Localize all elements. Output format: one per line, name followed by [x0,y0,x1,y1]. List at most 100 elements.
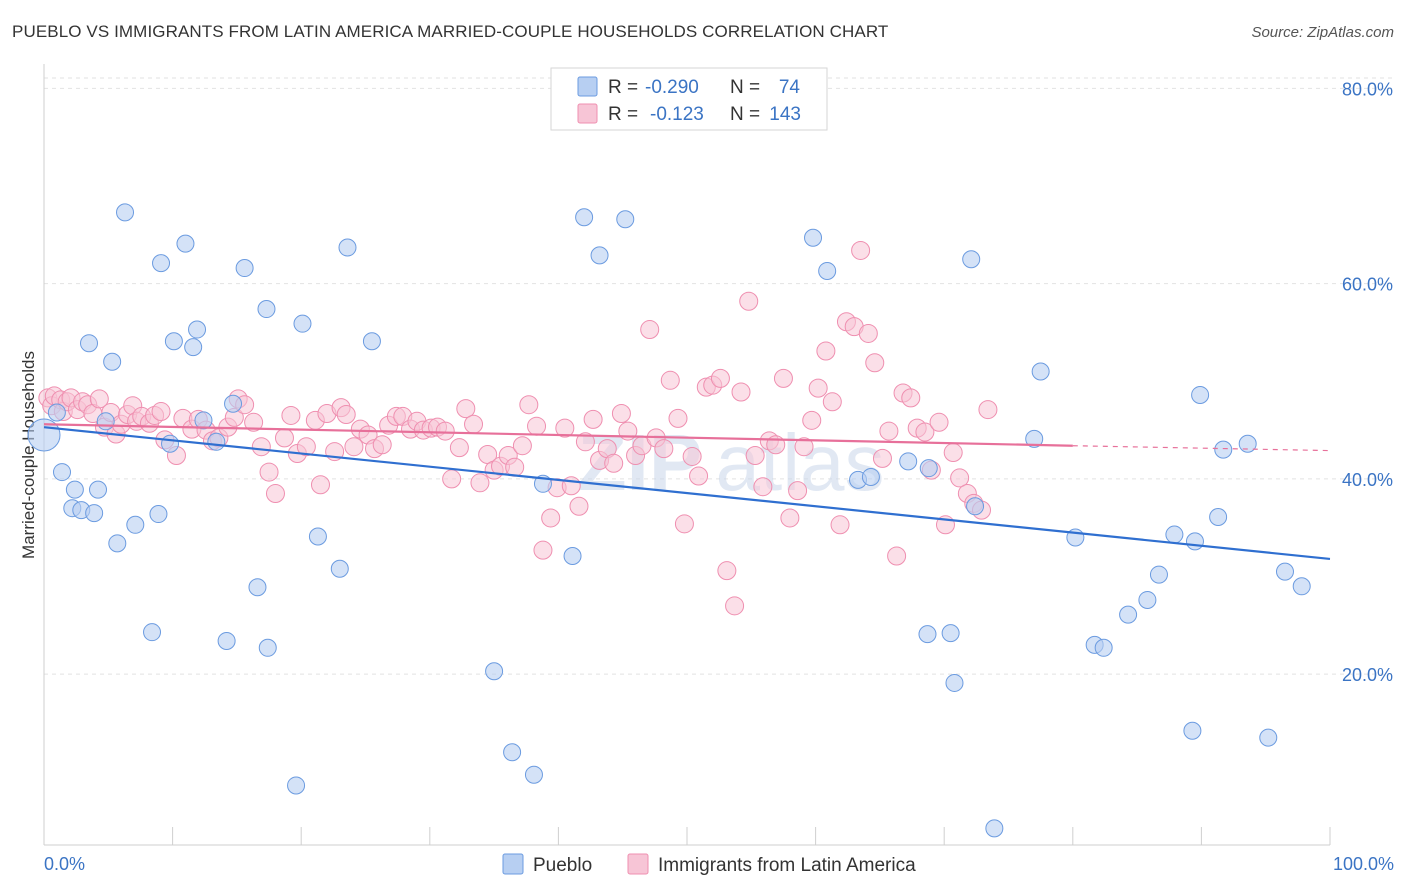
latin-point-40 [281,405,301,425]
latin-point-135 [950,468,970,488]
latin-point-72 [505,457,525,477]
latin-point-97 [682,446,702,466]
pueblo-point-2 [53,463,72,482]
latin-point-123 [865,353,885,373]
latin-point-42 [296,437,316,457]
pueblo-point-73 [1292,577,1311,596]
pueblo-point-60 [1094,638,1113,657]
legend-r-value-pueblo: -0.290 [645,77,699,98]
pueblo-point-37 [503,743,522,762]
latin-point-95 [668,408,688,428]
pueblo-point-52 [945,673,964,692]
latin-point-132 [929,412,949,432]
pueblo-point-16 [152,254,171,273]
latin-point-53 [372,435,392,455]
latin-point-103 [725,596,745,616]
latin-point-11 [89,389,109,409]
series-pueblo-points [27,203,1311,838]
pueblo-point-23 [207,432,226,451]
pueblo-point-68 [1209,507,1228,526]
pueblo-point-25 [224,394,243,413]
latin-point-94 [660,370,680,390]
series-legend: Pueblo Immigrants from Latin America [502,853,916,876]
legend-r-label-pueblo: R = [608,77,638,98]
trend-line-latin-extension [1072,445,1331,452]
bottom-legend-label-pueblo: Pueblo [533,855,592,876]
latin-point-83 [583,409,603,429]
legend-n-value-latin: 143 [769,104,801,125]
pueblo-point-41 [575,208,594,227]
latin-point-121 [851,240,871,260]
pueblo-point-9 [96,412,115,431]
pueblo-point-33 [330,559,349,578]
pueblo-point-20 [184,338,203,357]
latin-point-128 [901,388,921,408]
latin-point-126 [887,546,907,566]
pueblo-point-57 [1031,362,1050,381]
pueblo-point-51 [941,624,960,643]
latin-point-104 [731,382,751,402]
latin-point-38 [265,484,285,504]
latin-point-116 [816,341,836,361]
latin-point-73 [512,436,532,456]
latin-point-110 [773,368,793,388]
pueblo-point-12 [116,203,135,222]
latin-point-74 [519,395,539,415]
pueblo-point-63 [1149,565,1168,584]
latin-point-106 [745,445,765,465]
latin-point-113 [794,437,814,457]
trend-line-latin [43,423,1073,447]
pueblo-point-42 [590,246,609,265]
pueblo-point-65 [1183,721,1202,740]
latin-point-134 [943,443,963,463]
pueblo-point-30 [287,776,306,795]
latin-point-86 [604,453,624,473]
latin-point-122 [858,323,878,343]
latin-point-36 [251,437,271,457]
latin-point-63 [442,469,462,489]
latin-point-49 [344,437,364,457]
legend-swatch-latin [577,103,598,124]
latin-point-64 [449,438,469,458]
latin-point-98 [689,466,709,486]
pueblo-point-40 [563,547,582,566]
pueblo-point-48 [899,452,918,471]
bottom-legend-swatch-pueblo [502,853,524,875]
source-credit: Source: ZipAtlas.com [1251,24,1394,41]
latin-point-107 [753,477,773,497]
pueblo-point-8 [89,480,108,499]
pueblo-point-31 [293,314,312,333]
latin-point-101 [710,368,730,388]
latin-point-62 [435,421,455,441]
correlation-legend: R = -0.290 N = 74 R = -0.123 N = 143 [550,67,828,131]
series-latin-points [38,240,998,616]
pueblo-point-13 [126,515,145,534]
pueblo-point-69 [1214,440,1233,459]
pueblo-point-54 [966,497,985,516]
pueblo-point-47 [861,467,880,486]
y-tick-label-0: 80.0% [1342,79,1393,99]
latin-point-77 [541,508,561,528]
chart-title: PUEBLO VS IMMIGRANTS FROM LATIN AMERICA … [12,22,889,41]
latin-point-80 [561,476,581,496]
pueblo-point-50 [919,459,938,478]
x-tick-label-max: 100.0% [1333,854,1394,874]
pueblo-point-15 [149,505,168,524]
latin-point-22 [151,402,171,422]
pueblo-point-21 [188,320,207,339]
bottom-legend-swatch-latin [627,853,649,875]
latin-point-93 [654,439,674,459]
pueblo-point-64 [1165,525,1184,544]
y-tick-label-2: 40.0% [1342,470,1393,490]
pueblo-point-71 [1259,728,1278,747]
trend-line-pueblo [43,426,1331,561]
latin-point-112 [788,481,808,501]
pueblo-point-4 [65,480,84,499]
pueblo-point-36 [485,662,504,681]
x-tick-label-min: 0.0% [44,854,85,874]
pueblo-point-49 [918,625,937,644]
latin-point-76 [533,540,553,560]
legend-n-label-latin: N = [730,104,760,125]
pueblo-point-17 [161,434,180,453]
legend-swatch-pueblo [577,76,598,97]
